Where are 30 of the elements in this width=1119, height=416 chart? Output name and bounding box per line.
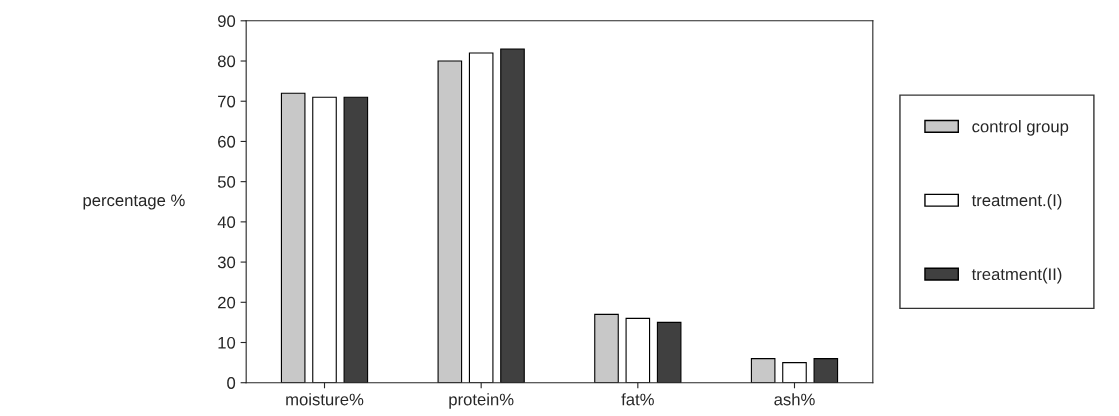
- y-tick-label: 80: [217, 55, 236, 68]
- y-tick-label: 40: [217, 216, 236, 229]
- y-tick-label: 20: [218, 296, 236, 309]
- x-tick-label: moisture%: [286, 393, 364, 406]
- y-axis-title: percentage %: [83, 194, 185, 210]
- bar: [468, 52, 494, 383]
- bar: [312, 96, 337, 383]
- y-tick-label: 10: [218, 336, 236, 349]
- y-tick-label: 30: [217, 256, 236, 269]
- x-tick-label: protein%: [449, 393, 514, 409]
- legend-label: treatment.(I): [971, 193, 1062, 210]
- bar: [500, 48, 525, 383]
- bar: [625, 317, 651, 383]
- legend-label: treatment(II): [971, 267, 1062, 284]
- y-tick-label: 50: [217, 176, 236, 188]
- bar: [782, 362, 807, 383]
- y-tick-label: 90: [218, 15, 236, 27]
- bar: [437, 60, 463, 383]
- bar: [813, 358, 839, 383]
- bar: [750, 358, 776, 383]
- bar: [280, 92, 306, 383]
- bar: [656, 321, 682, 383]
- y-tick-label: 70: [218, 95, 236, 108]
- bar: [343, 96, 369, 383]
- x-tick-label: fat%: [621, 393, 654, 406]
- y-tick-label: 60: [218, 135, 236, 148]
- bar: [594, 313, 619, 383]
- y-tick-label: 0: [227, 377, 236, 389]
- legend-label: control group: [972, 120, 1069, 136]
- x-tick-label: ash%: [774, 393, 815, 406]
